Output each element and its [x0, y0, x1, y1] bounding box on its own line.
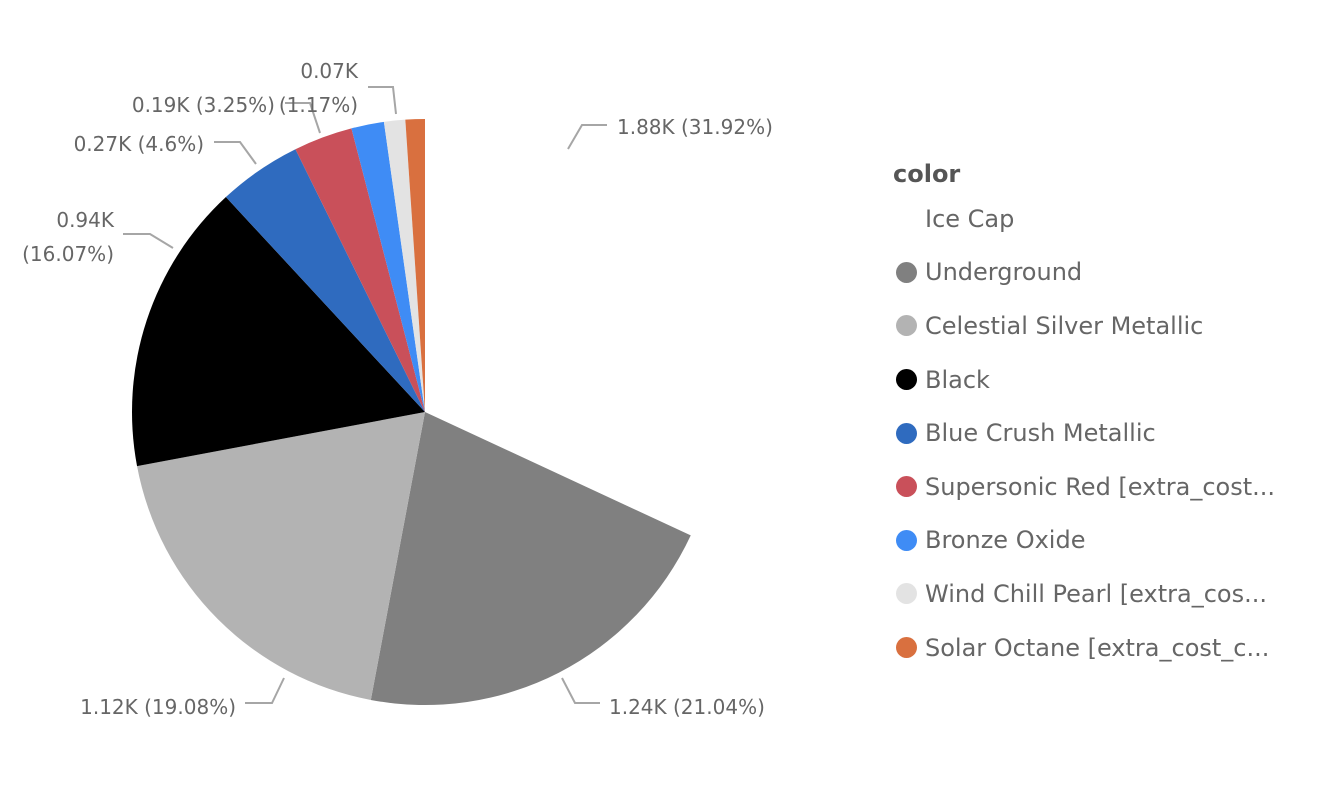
legend-item-underground[interactable]: Underground [893, 246, 1275, 300]
leader-blue-crush [214, 141, 257, 165]
legend-item-bronze-oxide[interactable]: Bronze Oxide [893, 514, 1275, 568]
leader-black [123, 233, 174, 249]
legend-dot-icon [896, 315, 917, 337]
legend-dot-icon [896, 422, 917, 444]
legend-label: Wind Chill Pearl [extra_cos... [925, 579, 1267, 608]
legend-dot-icon [896, 208, 917, 230]
data-label-black-value: 0.94K [56, 208, 115, 232]
legend-title: color [893, 160, 961, 188]
legend-dot-icon [896, 476, 917, 498]
legend-label: Celestial Silver Metallic [925, 311, 1204, 340]
legend-item-celestial-silver-metallic[interactable]: Celestial Silver Metallic [893, 299, 1275, 353]
leader-underground [561, 677, 600, 704]
legend-item-blue-crush-metallic[interactable]: Blue Crush Metallic [893, 406, 1275, 460]
data-label-wind-chill-value: 0.07K [300, 59, 359, 83]
data-label-supersonic: 0.19K (3.25%) [132, 93, 275, 117]
legend-label: Blue Crush Metallic [925, 419, 1156, 448]
legend-label: Underground [925, 258, 1083, 287]
data-label-underground: 1.24K (21.04%) [609, 695, 765, 719]
legend-item-ice-cap[interactable]: Ice Cap [893, 192, 1275, 246]
leader-ice-cap [567, 124, 607, 150]
data-label-ice-cap: 1.88K (31.92%) [617, 115, 773, 139]
legend-label: Black [925, 365, 990, 394]
pie-slice-bronze-oxide[interactable] [351, 121, 425, 413]
legend-label: Solar Octane [extra_cost_c... [925, 633, 1270, 662]
pie-slice-solar-octane-extra-cost-c[interactable] [405, 119, 425, 412]
legend-label: Ice Cap [925, 204, 1015, 233]
pie-slice-celestial-silver-metallic[interactable] [137, 412, 426, 700]
pie-slices [131, 119, 719, 706]
data-label-black-percent: (16.07%) [22, 242, 114, 266]
leader-supersonic [285, 102, 321, 134]
pie-slice-ice-cap[interactable] [425, 119, 719, 536]
pie-slice-blue-crush-metallic[interactable] [225, 149, 425, 412]
legend: color Ice Cap Underground Celestial Silv… [893, 156, 1275, 674]
legend-item-black[interactable]: Black [893, 353, 1275, 407]
legend-dot-icon [896, 583, 917, 605]
leader-celestial [245, 677, 285, 704]
legend-item-solar-octane[interactable]: Solar Octane [extra_cost_c... [893, 621, 1275, 675]
legend-item-wind-chill-pearl[interactable]: Wind Chill Pearl [extra_cos... [893, 567, 1275, 621]
pie-slice-wind-chill-pearl-extra-cos[interactable] [383, 119, 425, 412]
pie-slice-black[interactable] [131, 197, 425, 467]
legend-dot-icon [896, 369, 917, 391]
legend-dot-icon [896, 261, 917, 283]
legend-dot-icon [896, 637, 917, 659]
data-label-wind-chill-percent: (1.17%) [279, 93, 358, 117]
data-label-celestial: 1.12K (19.08%) [80, 695, 236, 719]
pie-slice-supersonic-red-extra-cost[interactable] [295, 128, 425, 412]
data-label-blue-crush: 0.27K (4.6%) [74, 132, 204, 156]
legend-dot-icon [896, 529, 917, 551]
leader-wind-chill [368, 86, 397, 115]
legend-item-supersonic-red[interactable]: Supersonic Red [extra_cost... [893, 460, 1275, 514]
pie-slice-underground[interactable] [370, 412, 691, 706]
legend-label: Supersonic Red [extra_cost... [925, 472, 1276, 501]
legend-label: Bronze Oxide [925, 526, 1086, 555]
